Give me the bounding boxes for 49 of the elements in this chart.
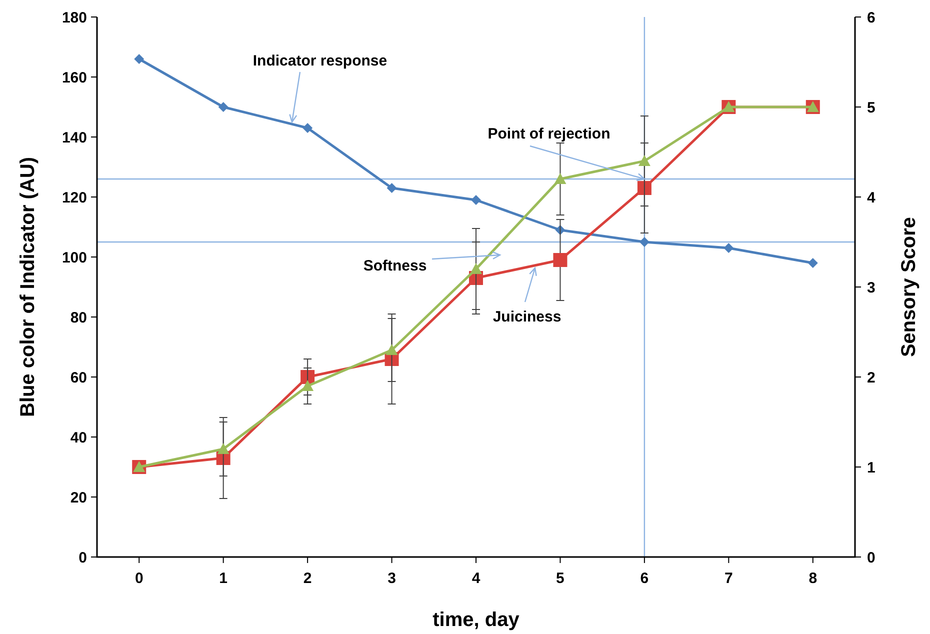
x-tick-label: 7 xyxy=(724,570,733,587)
y2-tick-label: 5 xyxy=(867,99,876,116)
point xyxy=(638,155,650,166)
y-tick-label: 40 xyxy=(70,429,87,446)
y-tick-label: 140 xyxy=(62,129,87,146)
point xyxy=(637,181,652,195)
y2-tick-label: 1 xyxy=(867,459,876,476)
x-tick-label: 1 xyxy=(219,570,228,587)
point xyxy=(554,173,566,184)
y-tick-label: 20 xyxy=(70,489,87,506)
y-tick-label: 80 xyxy=(70,309,87,326)
y2-tick-label: 2 xyxy=(867,369,876,386)
point xyxy=(302,380,314,391)
x-tick-label: 6 xyxy=(640,570,649,587)
point xyxy=(471,195,481,205)
x-tick-label: 4 xyxy=(472,570,481,587)
y-tick-label: 180 xyxy=(62,9,87,26)
point xyxy=(724,243,734,253)
point xyxy=(302,123,313,133)
point xyxy=(470,263,482,274)
annotation: Point of rejection xyxy=(488,125,610,142)
x-tick-label: 3 xyxy=(388,570,396,587)
y-tick-label: 120 xyxy=(62,189,87,206)
x-axis-title: time, day xyxy=(432,609,520,631)
y-tick-label: 100 xyxy=(62,249,87,266)
point xyxy=(218,102,228,112)
point xyxy=(134,54,144,64)
x-tick-label: 0 xyxy=(134,570,144,587)
series-label: Juiciness xyxy=(492,308,562,326)
x-tick-label: 5 xyxy=(556,570,564,587)
text: Indicator response xyxy=(252,52,388,70)
point xyxy=(639,237,650,247)
y2-tick-label: 3 xyxy=(867,279,876,296)
point xyxy=(808,258,818,268)
x-tick-label: 2 xyxy=(303,570,312,587)
point xyxy=(217,443,230,454)
y-tick-label: 60 xyxy=(70,369,87,386)
point xyxy=(386,183,397,193)
x-tick-label: 8 xyxy=(808,570,818,587)
text: Softness xyxy=(363,257,427,274)
y2-tick-label: 0 xyxy=(867,549,876,566)
y2-tick-label: 4 xyxy=(867,189,876,206)
y-tick-label: 160 xyxy=(62,69,87,86)
y-axis-title: Blue color of Indicator (AU) xyxy=(17,157,39,417)
point xyxy=(386,344,398,355)
y2-tick-label: 6 xyxy=(867,9,876,26)
point xyxy=(553,253,568,267)
y-tick-label: 0 xyxy=(78,549,87,566)
y2-axis-title: Sensory Score xyxy=(898,216,920,358)
